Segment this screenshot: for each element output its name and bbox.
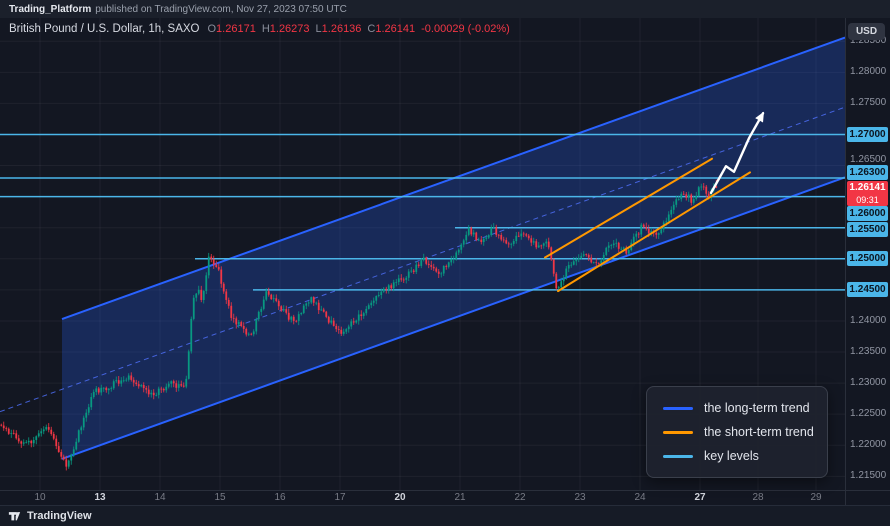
time-axis[interactable]: 10 13 14 15 16 17 20 21 22 23 24 27 28 29 xyxy=(0,490,845,505)
time-tick-label: 27 xyxy=(694,492,706,503)
time-tick-label: 21 xyxy=(454,492,466,503)
arrow-head-icon xyxy=(755,111,764,123)
open-value: 1.26171 xyxy=(216,23,256,35)
key-level-badge: 1.26000 xyxy=(847,206,888,222)
legend-line-sample-icon xyxy=(663,406,693,410)
legend-item-label: key levels xyxy=(704,449,759,463)
bottom-bar: TradingView xyxy=(0,505,890,526)
price-tick-label: 1.23500 xyxy=(850,346,887,358)
legend-item: the long-term trend xyxy=(663,396,811,420)
short-term-trendlines[interactable] xyxy=(544,157,751,293)
publisher-name: Trading_Platform xyxy=(9,3,92,15)
high-label: H xyxy=(261,23,270,35)
time-tick-label: 23 xyxy=(574,492,586,503)
high-value: 1.26273 xyxy=(269,23,310,35)
price-tick-label: 1.22000 xyxy=(850,439,887,451)
key-level-badge: 1.25500 xyxy=(847,222,888,238)
time-tick-label: 17 xyxy=(334,492,346,503)
time-tick-label: 16 xyxy=(274,492,286,503)
price-tick-label: 1.23000 xyxy=(850,377,887,389)
currency-toggle-button[interactable]: USD xyxy=(848,23,885,40)
bar-countdown: 09:31 xyxy=(856,194,879,205)
key-levels-layer[interactable] xyxy=(0,133,845,291)
candles-layer xyxy=(0,179,718,471)
price-tick-label: 1.28000 xyxy=(850,66,887,78)
price-tick-label: 1.27500 xyxy=(850,97,887,109)
short-term-trendline xyxy=(544,157,713,259)
key-level-badge: 1.25000 xyxy=(847,251,888,267)
legend-item-label: the short-term trend xyxy=(704,425,814,439)
last-price-value: 1.26141 xyxy=(849,181,886,193)
price-tick-label: 1.28500 xyxy=(850,35,887,47)
price-tick-label: 1.26500 xyxy=(850,153,887,165)
last-price-badge: 1.26141 09:31 xyxy=(847,180,888,206)
price-tick-label: 1.24000 xyxy=(850,314,887,326)
symbol-title[interactable]: British Pound / U.S. Dollar, 1h, SAXO xyxy=(9,23,200,35)
key-level-badge: 1.24500 xyxy=(847,282,888,298)
time-tick-label: 13 xyxy=(94,492,106,503)
legend-item: key levels xyxy=(663,444,811,468)
legend-line-sample-icon xyxy=(663,454,693,458)
time-tick-label: 28 xyxy=(752,492,764,503)
price-tick-label: 1.21500 xyxy=(850,470,887,482)
key-level-badge: 1.27000 xyxy=(847,126,888,142)
tradingview-logo[interactable] xyxy=(8,509,22,523)
time-tick-label: 29 xyxy=(810,492,822,503)
legend-item-label: the long-term trend xyxy=(704,401,810,415)
price-axis[interactable]: 1.21500 1.22000 1.22500 1.23000 1.23500 1.240… xyxy=(845,18,890,505)
projection-arrow[interactable] xyxy=(709,111,765,195)
publication-header: Trading_Platform published on TradingVie… xyxy=(0,0,890,18)
time-tick-label: 14 xyxy=(154,492,166,503)
channel-median-line xyxy=(0,106,845,413)
close-label: C xyxy=(367,23,376,35)
key-level-badge: 1.26300 xyxy=(847,165,888,181)
price-tick-label: 1.22500 xyxy=(850,408,887,420)
time-tick-label: 15 xyxy=(214,492,226,503)
tradingview-wordmark[interactable]: TradingView xyxy=(27,510,92,522)
legend-item: the short-term trend xyxy=(663,420,814,444)
price-change: -0.00029 (-0.02%) xyxy=(421,23,510,35)
ohlc-readout: O 1.26171 H 1.26273 L 1.26136 C 1.26141 -0.0… xyxy=(207,23,509,35)
short-term-trendline xyxy=(557,171,751,293)
legend-line-sample-icon xyxy=(663,430,693,434)
low-label: L xyxy=(315,23,322,35)
open-label: O xyxy=(207,23,217,35)
publication-info: published on TradingView.com, Nov 27, 20… xyxy=(95,3,347,15)
low-value: 1.26136 xyxy=(321,23,362,35)
time-tick-label: 24 xyxy=(634,492,646,503)
time-tick-label: 20 xyxy=(394,492,406,503)
time-tick-label: 22 xyxy=(514,492,526,503)
chart-legend-card: the long-term trend the short-term trend k… xyxy=(646,386,828,478)
close-value: 1.26141 xyxy=(375,23,416,35)
time-tick-label: 10 xyxy=(34,492,46,503)
